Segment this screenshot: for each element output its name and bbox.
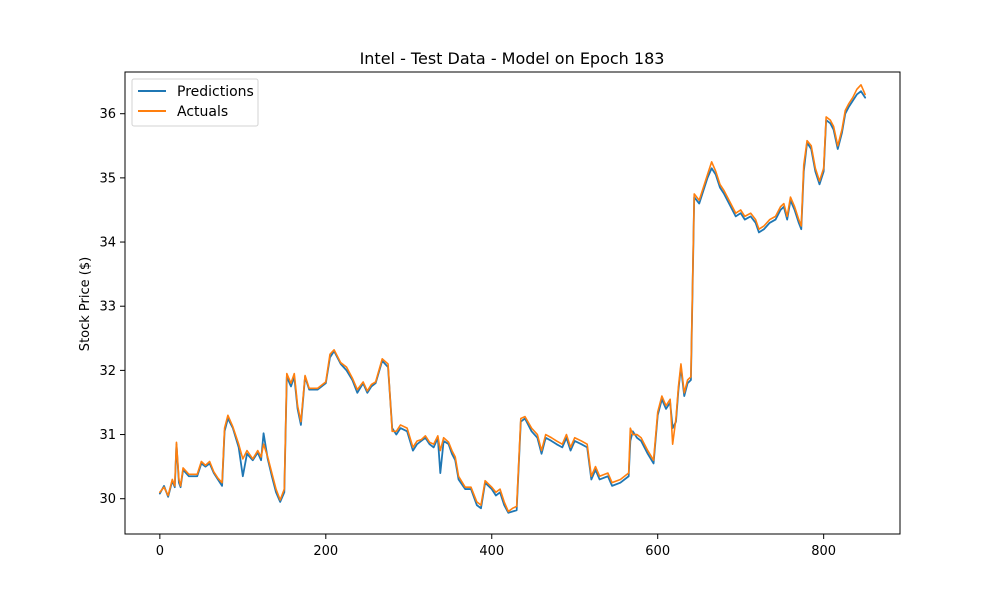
x-tick-label-600: 600	[645, 544, 670, 559]
y-tick-label-33: 33	[99, 300, 116, 315]
y-axis-label: Stock Price ($)	[78, 257, 93, 351]
x-tick-label-800: 800	[811, 544, 836, 559]
chart-title: Intel - Test Data - Model on Epoch 183	[360, 49, 665, 68]
y-tick-label-35: 35	[99, 171, 116, 186]
axes-layer: 0 200 400 600 800 30 31 32 33 34 35 36	[99, 71, 901, 559]
plot-layer	[125, 72, 900, 534]
x-tick-label-0: 0	[156, 544, 164, 559]
y-tick-label-30: 30	[99, 492, 116, 507]
axes-frame	[124, 71, 901, 535]
series-line-actuals	[159, 84, 866, 513]
y-tick-label-31: 31	[99, 428, 116, 443]
legend-label-predictions: Predictions	[177, 84, 254, 100]
x-tick-label-400: 400	[479, 544, 504, 559]
y-tick-label-36: 36	[99, 107, 116, 122]
x-tick-label-200: 200	[313, 544, 338, 559]
y-tick-label-34: 34	[99, 236, 116, 251]
legend-label-actuals: Actuals	[177, 104, 228, 120]
legend-layer: Predictions Actuals	[131, 78, 259, 127]
y-tick-label-32: 32	[99, 364, 116, 379]
